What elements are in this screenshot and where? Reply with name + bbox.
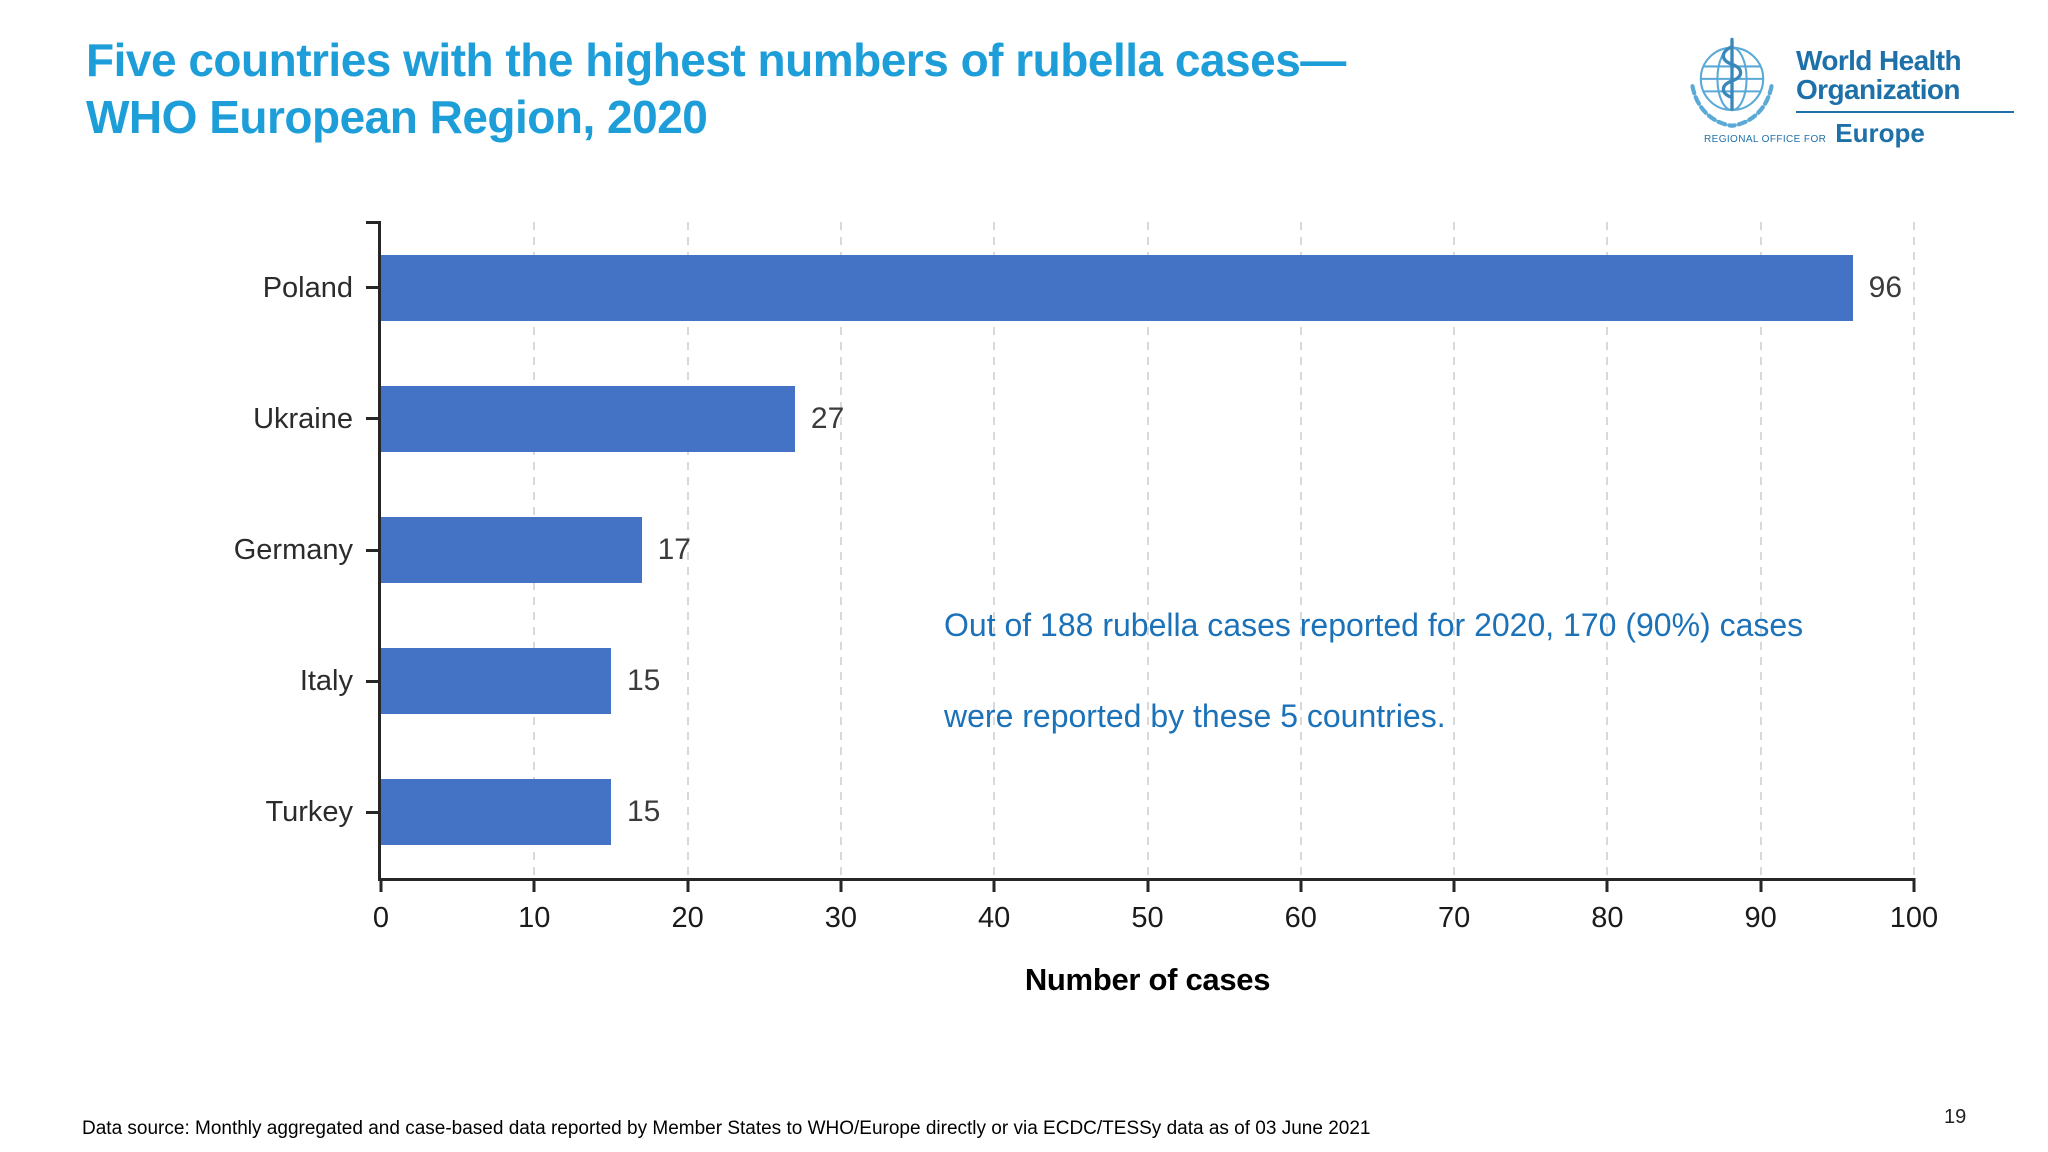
- annotation-line-1: Out of 188 rubella cases reported for 20…: [944, 607, 1804, 644]
- x-tick-label: 70: [1437, 902, 1471, 934]
- x-axis-tick: [1759, 878, 1763, 892]
- who-office-row: REGIONAL OFFICE FOR Europe: [1704, 118, 2014, 149]
- x-axis-tick: [686, 878, 690, 892]
- x-tick-label: 20: [671, 902, 704, 934]
- page-number: 19: [1944, 1106, 1967, 1128]
- gridline: [1453, 222, 1456, 878]
- x-axis-tick: [992, 878, 996, 892]
- x-axis-tick: [1452, 878, 1456, 892]
- x-tick-label: 0: [372, 902, 390, 934]
- gridline: [839, 222, 842, 878]
- who-logo: World Health Organization REGIONAL OFFIC…: [1680, 30, 2014, 149]
- y-axis-tick: [366, 810, 381, 814]
- x-axis-tick: [532, 878, 536, 892]
- x-axis-tick: [839, 878, 843, 892]
- annotation-line-2: were reported by these 5 countries.: [944, 698, 1446, 735]
- category-label: Germany: [233, 534, 353, 566]
- bar-chart: Number of cases 0 10 20 30 40 50 60 70 80 90 100 Po…: [234, 221, 1938, 997]
- bar-value-label: 27: [810, 401, 845, 435]
- gridline: [1606, 222, 1609, 878]
- chart-annotation: Out of 188 rubella cases reported for 20…: [944, 558, 1803, 785]
- bar-turkey: [381, 779, 611, 846]
- who-logo-text: World Health Organization REGIONAL OFFIC…: [1704, 30, 2014, 149]
- who-org-line2: Organization: [1796, 74, 1961, 106]
- x-tick-label: 50: [1131, 902, 1164, 934]
- x-tick-label: 100: [1889, 902, 1939, 934]
- bar-italy: [381, 648, 611, 715]
- title-line-1: Five countries with the highest numbers …: [86, 34, 1346, 86]
- bar-value-label: 96: [1868, 270, 1903, 304]
- x-axis-tick: [1146, 878, 1149, 892]
- data-source-note: Data source: Monthly aggregated and case…: [82, 1118, 1371, 1139]
- who-region-label: Europe: [1835, 118, 1925, 149]
- x-tick-label: 10: [518, 902, 551, 934]
- bar-value-label: 17: [657, 533, 691, 566]
- gridline: [1299, 222, 1302, 878]
- x-tick-label: 40: [978, 902, 1011, 934]
- title-line-2: WHO European Region, 2020: [86, 91, 708, 144]
- category-label: Turkey: [265, 796, 353, 829]
- bar-value-label: 15: [626, 664, 661, 698]
- who-office-label: REGIONAL OFFICE FOR: [1704, 134, 1827, 146]
- x-axis-tick: [379, 878, 383, 892]
- x-axis-tick: [1912, 878, 1916, 892]
- x-axis-title: Number of cases: [1024, 962, 1271, 997]
- page-title: Five countries with the highest numbers …: [86, 32, 1346, 146]
- x-tick-label: 80: [1591, 902, 1624, 934]
- y-axis-end-tick: [366, 221, 381, 224]
- category-label: Italy: [299, 665, 353, 698]
- bar-germany: [381, 517, 642, 583]
- gridline: [686, 222, 689, 878]
- who-emblem-icon: [1690, 37, 1774, 128]
- y-axis-tick: [366, 548, 381, 552]
- gridline: [1913, 222, 1915, 878]
- gridline: [1146, 222, 1149, 878]
- category-label: Poland: [262, 271, 353, 304]
- x-axis-tick: [1299, 878, 1303, 892]
- y-axis-tick: [366, 679, 381, 683]
- bar-poland: [381, 254, 1853, 321]
- category-label: Ukraine: [253, 402, 353, 435]
- who-org-name: World Health Organization: [1796, 46, 2014, 104]
- x-tick-label: 90: [1744, 902, 1777, 934]
- x-axis-tick: [1605, 878, 1609, 892]
- x-tick-label: 30: [824, 902, 858, 934]
- bar-value-label: 15: [626, 795, 661, 829]
- y-axis-tick: [366, 286, 381, 290]
- who-org-line1: World Health: [1796, 45, 1962, 76]
- x-tick-label: 60: [1284, 902, 1317, 934]
- y-axis-tick: [366, 417, 381, 421]
- who-logo-divider: [1796, 111, 2014, 114]
- bar-ukraine: [381, 385, 795, 452]
- gridline: [1759, 222, 1762, 878]
- gridline: [993, 222, 996, 878]
